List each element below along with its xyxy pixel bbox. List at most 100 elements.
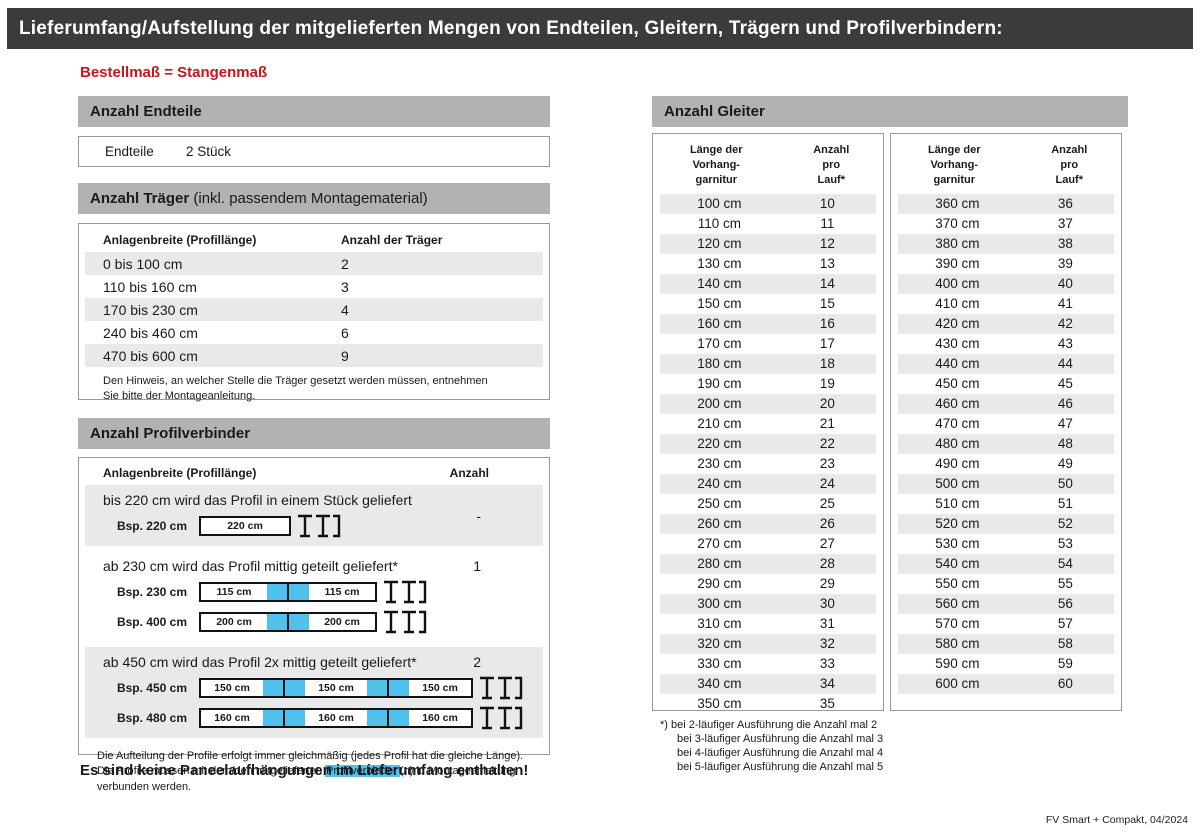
gleiter-row: 570 cm 57 <box>898 614 1114 634</box>
gleiter-length: 220 cm <box>697 436 742 452</box>
gleiter-length: 420 cm <box>935 316 980 332</box>
traeger-count: 9 <box>341 347 349 364</box>
gleiter-count: 54 <box>1057 556 1073 572</box>
gleiter-col1-header: Länge der Vorhang- garnitur <box>927 144 981 186</box>
gleiter-count: 40 <box>1057 276 1073 292</box>
profile-cross-section-icon <box>480 706 523 730</box>
profile-example-label: Bsp. 480 cm <box>116 711 187 725</box>
traeger-range: 110 bis 160 cm <box>103 278 197 295</box>
gleiter-length: 100 cm <box>697 196 742 212</box>
gleiter-count: 22 <box>819 436 835 452</box>
section-header-endteile: Anzahl Endteile <box>78 96 550 127</box>
gleiter-count: 60 <box>1057 676 1073 692</box>
gleiter-count: 11 <box>820 216 835 232</box>
gleiter-col2-header: Anzahl pro Lauf* <box>813 144 850 186</box>
profile-diagram: Bsp. 230 cm 115 cm 115 cm <box>103 580 543 604</box>
gleiter-length: 460 cm <box>935 396 980 412</box>
gleiter-rows-2: 360 cm 36 370 cm 37 380 cm 38 390 cm 39 400 cm 40… <box>891 193 1121 694</box>
gleiter-length: 360 cm <box>935 196 980 212</box>
traeger-count: 4 <box>341 301 349 318</box>
profile-segment-length: 150 cm <box>214 682 250 694</box>
endteile-box: Endteile 2 Stück <box>78 136 550 167</box>
gleiter-count: 58 <box>1057 636 1073 652</box>
profilverbinder-note: Die Aufteilung der Profile erfolgt immer… <box>79 743 549 795</box>
gleiter-length: 350 cm <box>697 696 742 712</box>
gleiter-count: 31 <box>819 616 835 632</box>
gleiter-length: 240 cm <box>697 476 742 492</box>
gleiter-length: 390 cm <box>935 256 980 272</box>
traeger-count: 6 <box>341 324 349 341</box>
gleiter-count: 53 <box>1057 536 1073 552</box>
order-measure-note: Bestellmaß = Stangenmaß <box>80 64 268 81</box>
profile-bar: 150 cm 150 cm 150 cm <box>199 678 473 698</box>
profilverbinder-table: Anlagenbreite (Profillänge) Anzahl bis 2… <box>78 457 550 793</box>
document-footer: FV Smart + Compakt, 04/2024 <box>1045 814 1188 826</box>
gleiter-length: 540 cm <box>935 556 980 572</box>
traeger-col1-header: Anlagenbreite (Profillänge) <box>103 233 257 247</box>
gleiter-row: 470 cm 47 <box>898 414 1114 434</box>
gleiter-count: 59 <box>1057 656 1073 672</box>
gleiter-table2-header: Länge der Vorhang- garnitur Anzahl pro L… <box>891 143 1121 194</box>
gleiter-length: 130 cm <box>697 256 742 272</box>
gleiter-row: 170 cm 17 <box>660 334 876 354</box>
gleiter-row: 160 cm 16 <box>660 313 876 334</box>
gleiter-count: 10 <box>819 196 835 212</box>
gleiter-length: 210 cm <box>697 416 742 432</box>
gleiter-row: 150 cm 15 <box>660 294 876 314</box>
gleiter-count: 14 <box>819 276 835 292</box>
gleiter-length: 180 cm <box>697 356 742 372</box>
gleiter-count: 42 <box>1057 316 1073 332</box>
gleiter-length: 370 cm <box>935 216 980 232</box>
profilverbinder-block: ab 230 cm wird das Profil mittig geteilt… <box>85 551 543 642</box>
profile-diagram: Bsp. 220 cm 220 cm <box>103 514 543 538</box>
gleiter-row: 490 cm 49 <box>898 454 1114 474</box>
gleiter-row: 580 cm 58 <box>898 633 1114 654</box>
gleiter-count: 55 <box>1057 576 1073 592</box>
profile-diagram: Bsp. 400 cm 200 cm 200 cm <box>103 610 543 634</box>
gleiter-row: 340 cm 34 <box>660 673 876 694</box>
gleiter-table1-header: Länge der Vorhang- garnitur Anzahl pro L… <box>653 143 883 194</box>
section-header-gleiter: Anzahl Gleiter <box>652 96 1128 127</box>
profile-cross-section-icon <box>298 514 341 538</box>
profile-diagram: Bsp. 450 cm 150 cm 150 cm 150 cm <box>103 676 543 700</box>
profilverbinder-rule-text: bis 220 cm wird das Profil in einem Stüc… <box>103 492 412 508</box>
gleiter-length: 270 cm <box>697 536 742 552</box>
profile-segment-length: 150 cm <box>422 682 458 694</box>
profile-segment-length: 150 cm <box>318 682 354 694</box>
gleiter-row: 510 cm 51 <box>898 494 1114 514</box>
gleiter-length: 250 cm <box>697 496 742 512</box>
traeger-row: 110 bis 160 cm 3 <box>85 275 543 298</box>
gleiter-row: 410 cm 41 <box>898 294 1114 314</box>
profile-bar: 115 cm 115 cm <box>199 582 377 602</box>
gleiter-count: 29 <box>819 576 835 592</box>
gleiter-row: 130 cm 13 <box>660 254 876 274</box>
gleiter-count: 27 <box>819 536 835 552</box>
gleiter-footnote-line: bei 3-läufiger Ausführung die Anzahl mal… <box>677 733 884 745</box>
traeger-row: 0 bis 100 cm 2 <box>85 252 543 275</box>
gleiter-length: 560 cm <box>935 596 980 612</box>
gleiter-row: 380 cm 38 <box>898 233 1114 254</box>
profile-segment-length: 160 cm <box>318 712 354 724</box>
gleiter-row: 180 cm 18 <box>660 353 876 374</box>
gleiter-count: 35 <box>819 696 835 712</box>
gleiter-footnote-line: bei 5-läufiger Ausführung die Anzahl mal… <box>677 761 884 773</box>
gleiter-count: 44 <box>1057 356 1073 372</box>
gleiter-length: 440 cm <box>935 356 980 372</box>
traeger-table: Anlagenbreite (Profillänge) Anzahl der T… <box>78 223 550 402</box>
profile-example-label: Bsp. 230 cm <box>116 585 187 599</box>
gleiter-count: 57 <box>1057 616 1073 632</box>
gleiter-count: 12 <box>819 236 835 252</box>
gleiter-count: 24 <box>819 476 835 492</box>
gleiter-table-2: Länge der Vorhang- garnitur Anzahl pro L… <box>890 133 1122 711</box>
gleiter-count: 30 <box>819 596 835 612</box>
gleiter-row: 600 cm 60 <box>898 673 1114 694</box>
gleiter-count: 49 <box>1057 456 1073 472</box>
traeger-count: 3 <box>341 278 349 295</box>
profilverbinder-blocks: bis 220 cm wird das Profil in einem Stüc… <box>79 485 549 738</box>
gleiter-col2-header: Anzahl pro Lauf* <box>1051 144 1088 186</box>
profile-bar: 200 cm 200 cm <box>199 612 377 632</box>
profilverbinder-connector <box>267 614 309 630</box>
gleiter-count: 18 <box>819 356 835 372</box>
gleiter-row: 100 cm 10 <box>660 193 876 214</box>
gleiter-rows-1: 100 cm 10 110 cm 11 120 cm 12 130 cm 13 140 cm 14… <box>653 193 883 714</box>
